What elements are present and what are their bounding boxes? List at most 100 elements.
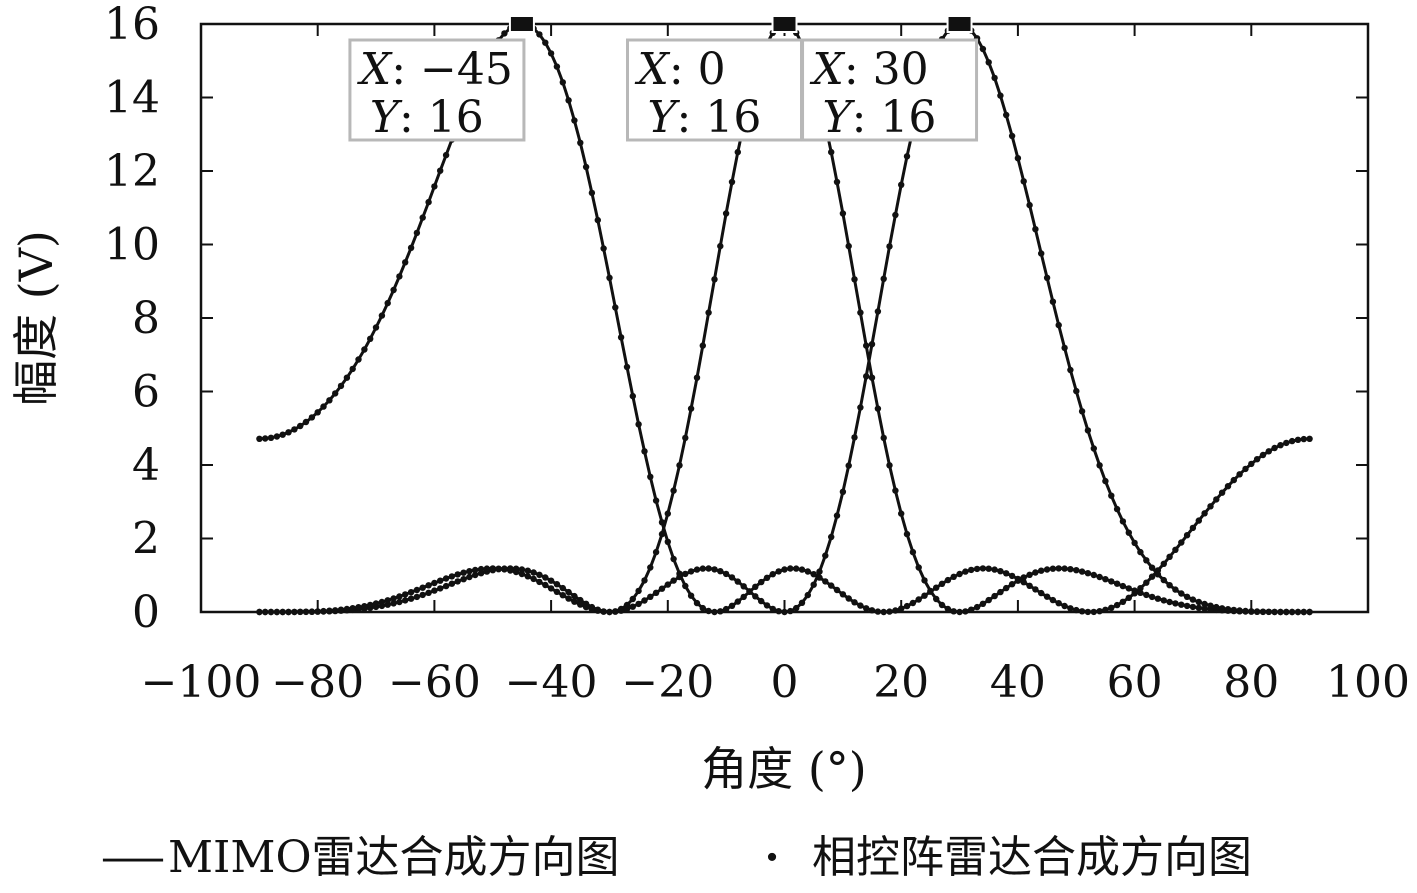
phased-array-point: [734, 148, 741, 156]
phased-array-point: [775, 608, 782, 615]
phased-array-point: [612, 608, 619, 615]
phased-array-point: [1090, 571, 1098, 579]
phased-array-point: [635, 600, 642, 608]
phased-array-point: [997, 568, 1004, 575]
phased-array-point: [273, 608, 281, 616]
phased-array-point: [1084, 608, 1092, 616]
axis-ticks: −100 −80 −60 −40 −20 0 20 40 60 80 100 0 2 4 6 8 10 12 14 1…: [104, 0, 1410, 708]
phased-array-point: [664, 510, 671, 517]
x-tick-label: −80: [271, 657, 364, 708]
phased-array-point: [991, 592, 998, 600]
phased-array-point: [833, 512, 841, 519]
phased-array-point: [1195, 598, 1203, 606]
phased-array-point: [956, 570, 963, 578]
phased-array-point: [1172, 600, 1179, 607]
phased-array-point: [874, 608, 882, 615]
phased-array-point: [687, 592, 695, 599]
phased-array-point: [1224, 606, 1232, 613]
datatip-box: [348, 38, 526, 142]
phased-array-point: [828, 148, 835, 156]
phased-array-point: [297, 422, 304, 430]
y-tick-label: 14: [104, 73, 160, 124]
phased-array-point: [758, 578, 765, 586]
phased-array-point: [892, 211, 899, 219]
phased-array-point: [950, 608, 957, 615]
phased-array-point: [1119, 518, 1127, 525]
phased-array-point: [413, 593, 421, 601]
phased-array-point: [658, 519, 666, 526]
phased-array-point: [962, 568, 969, 575]
phased-array-point: [571, 117, 578, 124]
phased-array-point: [314, 608, 321, 615]
phased-array-point: [1032, 226, 1039, 233]
phased-array-point: [979, 45, 987, 53]
phased-array-point: [740, 583, 747, 590]
phased-array-point: [658, 530, 666, 538]
phased-array-point: [1067, 566, 1074, 573]
datatip-x-text: X: −45: [357, 44, 513, 95]
phased-array-point: [1288, 608, 1296, 616]
phased-array-point: [868, 374, 876, 381]
phased-array-point: [711, 608, 718, 616]
phased-array-point: [903, 530, 911, 538]
phased-array-point: [1265, 448, 1273, 455]
phased-array-point: [886, 243, 893, 250]
phased-array-point: [979, 600, 987, 607]
phased-array-point: [985, 59, 992, 66]
phased-array-point: [740, 593, 747, 601]
phased-array-point: [442, 582, 450, 590]
legend-line-symbol: —: [100, 832, 166, 883]
phased-array-point: [1288, 437, 1296, 445]
phased-array-point: [1061, 565, 1068, 572]
datatips: X: −45Y: 16X: 0Y: 16X: 30Y: 16: [348, 15, 979, 143]
phased-array-point: [577, 139, 584, 146]
phased-array-point: [734, 578, 741, 585]
phased-array-point: [892, 487, 899, 494]
phased-array-point: [1020, 579, 1027, 586]
phased-array-point: [1003, 111, 1010, 119]
phased-array-point: [676, 462, 683, 469]
phased-array-point: [1294, 436, 1302, 443]
phased-array-point: [1300, 608, 1308, 616]
phased-array-point: [1067, 366, 1074, 374]
phased-array-point: [1061, 344, 1068, 352]
phased-array-point: [1271, 444, 1278, 452]
phased-array-point: [973, 603, 981, 611]
datatip-box: [801, 38, 979, 142]
phased-array-point: [600, 608, 607, 615]
phased-array-point: [693, 566, 701, 573]
legend-dot-symbol: ·: [764, 832, 779, 883]
phased-array-point: [758, 597, 765, 605]
phased-array-point: [1119, 598, 1127, 605]
phased-array-point: [1265, 608, 1273, 615]
phased-array-point: [454, 578, 461, 585]
phased-array-point: [460, 576, 467, 583]
phased-array-point: [833, 586, 841, 594]
phased-array-point: [1283, 608, 1290, 616]
phased-array-point: [647, 564, 654, 571]
phased-array-point: [442, 575, 450, 582]
phased-array-point: [1014, 155, 1022, 162]
phased-array-point: [1032, 569, 1039, 576]
phased-array-point: [623, 363, 631, 371]
phased-array-point: [641, 448, 648, 455]
x-axis-label: 角度 (°): [701, 742, 867, 796]
phased-array-point: [1073, 567, 1080, 574]
phased-array-point: [991, 566, 998, 573]
phased-array-point: [1183, 593, 1191, 600]
phased-array-point: [1043, 274, 1051, 281]
phased-array-point: [518, 570, 526, 578]
phased-array-point: [1108, 604, 1115, 611]
phased-array-point: [1271, 608, 1278, 616]
phased-array-point: [1283, 439, 1290, 447]
phased-array-point: [1038, 250, 1045, 257]
x-tick-label: 0: [771, 657, 799, 708]
phased-array-point: [851, 276, 858, 283]
phased-array-point: [687, 405, 695, 412]
phased-array-point: [1189, 596, 1197, 603]
phased-array-point: [302, 418, 310, 426]
phased-array-point: [810, 581, 817, 588]
phased-array-point: [816, 574, 823, 581]
y-tick-label: 12: [104, 146, 160, 197]
